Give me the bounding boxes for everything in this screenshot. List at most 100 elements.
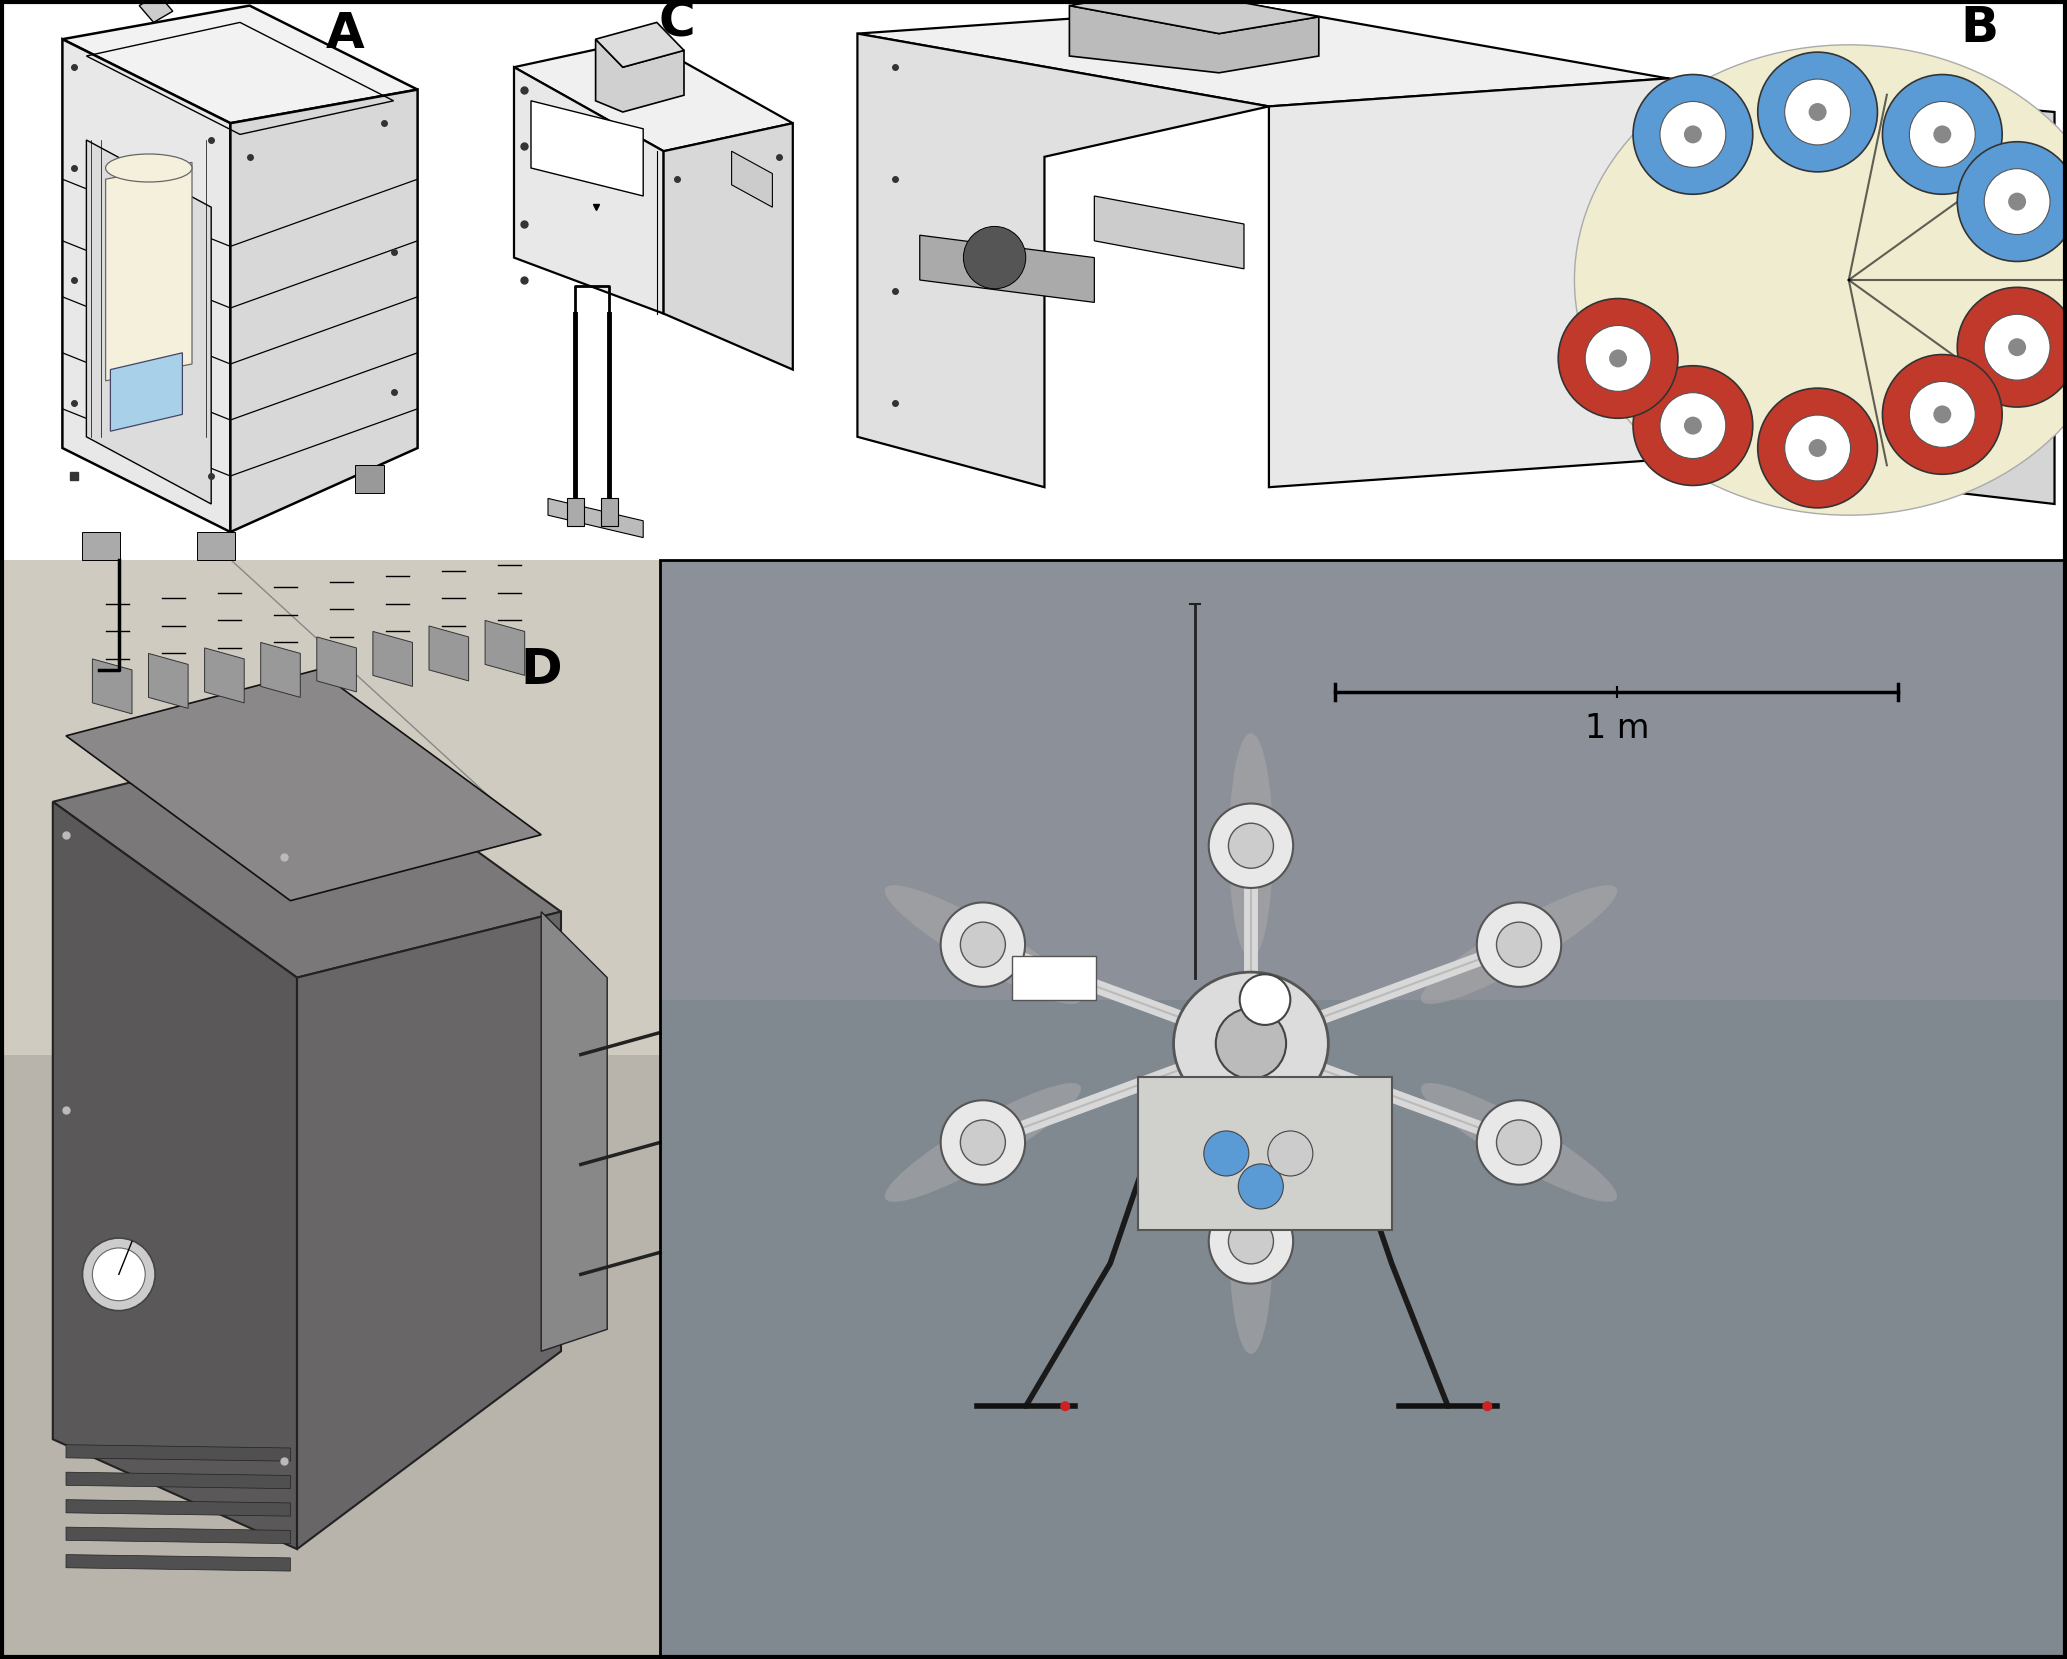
Circle shape: [1784, 80, 1850, 144]
Circle shape: [1497, 1120, 1542, 1165]
Circle shape: [1267, 1131, 1313, 1176]
Polygon shape: [149, 654, 188, 708]
Text: A: A: [327, 10, 366, 58]
Circle shape: [1060, 1402, 1071, 1412]
Ellipse shape: [885, 1083, 1081, 1201]
Circle shape: [1608, 350, 1627, 367]
Polygon shape: [515, 68, 664, 314]
Circle shape: [1984, 314, 2050, 380]
Circle shape: [2009, 338, 2026, 357]
Polygon shape: [87, 139, 211, 504]
Polygon shape: [531, 101, 643, 196]
Bar: [81, 533, 120, 561]
Polygon shape: [54, 801, 298, 1550]
Polygon shape: [858, 5, 1668, 106]
Polygon shape: [138, 0, 174, 23]
Bar: [1139, 1077, 1391, 1231]
Circle shape: [1784, 415, 1850, 481]
Ellipse shape: [1420, 886, 1616, 1004]
Polygon shape: [110, 353, 182, 431]
Polygon shape: [66, 1472, 289, 1488]
Text: B: B: [1962, 3, 1999, 51]
Polygon shape: [920, 236, 1093, 302]
Polygon shape: [1069, 5, 1319, 73]
Circle shape: [1482, 1402, 1492, 1412]
Circle shape: [1585, 325, 1652, 392]
Text: 1 m: 1 m: [1585, 712, 1649, 745]
Circle shape: [940, 902, 1025, 987]
Polygon shape: [229, 90, 418, 533]
Circle shape: [1883, 75, 2003, 194]
Text: D: D: [521, 645, 562, 693]
Circle shape: [1957, 287, 2067, 406]
Circle shape: [1476, 902, 1561, 987]
Bar: [821, 0, 2067, 561]
Polygon shape: [664, 123, 794, 370]
Polygon shape: [595, 23, 684, 68]
Bar: [601, 498, 618, 526]
Circle shape: [961, 922, 1005, 967]
Circle shape: [1203, 1131, 1248, 1176]
Circle shape: [1809, 440, 1827, 456]
Circle shape: [1757, 388, 1877, 508]
Circle shape: [1757, 51, 1877, 173]
Ellipse shape: [1575, 45, 2067, 516]
Ellipse shape: [105, 154, 192, 182]
Circle shape: [1883, 355, 2003, 474]
Ellipse shape: [1174, 972, 1329, 1115]
Polygon shape: [66, 1554, 289, 1571]
Polygon shape: [595, 40, 684, 113]
Ellipse shape: [885, 886, 1081, 1004]
Circle shape: [1240, 974, 1290, 1025]
Polygon shape: [1668, 78, 2055, 504]
Bar: [659, 561, 2067, 1659]
Bar: [480, 0, 821, 561]
Circle shape: [940, 1100, 1025, 1185]
Polygon shape: [316, 637, 356, 692]
Circle shape: [1933, 126, 1951, 143]
Circle shape: [1228, 823, 1273, 868]
Polygon shape: [732, 151, 773, 207]
Ellipse shape: [1230, 1128, 1273, 1354]
Circle shape: [1215, 1009, 1286, 1078]
Circle shape: [93, 1248, 145, 1301]
Bar: [0, 0, 480, 561]
Polygon shape: [66, 670, 542, 901]
Circle shape: [1238, 1165, 1284, 1209]
Bar: [0, 561, 659, 1659]
Polygon shape: [430, 625, 469, 680]
Polygon shape: [298, 912, 560, 1550]
Circle shape: [2009, 192, 2026, 211]
Bar: [659, 561, 2067, 1659]
Polygon shape: [515, 40, 794, 151]
Polygon shape: [1269, 78, 1668, 488]
Circle shape: [1228, 1219, 1273, 1264]
Polygon shape: [54, 737, 560, 977]
Circle shape: [1497, 922, 1542, 967]
Circle shape: [1809, 103, 1827, 121]
Bar: [356, 465, 384, 493]
Polygon shape: [542, 912, 608, 1352]
Ellipse shape: [1420, 1083, 1616, 1201]
Circle shape: [1209, 1199, 1294, 1284]
Polygon shape: [66, 1528, 289, 1543]
Circle shape: [1984, 169, 2050, 234]
Bar: [196, 533, 236, 561]
Polygon shape: [93, 659, 132, 713]
Circle shape: [963, 226, 1025, 289]
Polygon shape: [858, 33, 1269, 488]
Text: C: C: [659, 0, 697, 46]
Polygon shape: [1093, 196, 1244, 269]
Circle shape: [1559, 299, 1678, 418]
Circle shape: [1685, 416, 1701, 435]
Circle shape: [1933, 405, 1951, 423]
Bar: [659, 561, 2067, 1000]
Circle shape: [1633, 75, 1753, 194]
Polygon shape: [260, 642, 300, 697]
Bar: [1011, 956, 1096, 1000]
Polygon shape: [62, 40, 229, 533]
Circle shape: [1660, 393, 1726, 458]
Polygon shape: [62, 5, 418, 123]
Circle shape: [1910, 382, 1976, 448]
Circle shape: [83, 1238, 155, 1311]
